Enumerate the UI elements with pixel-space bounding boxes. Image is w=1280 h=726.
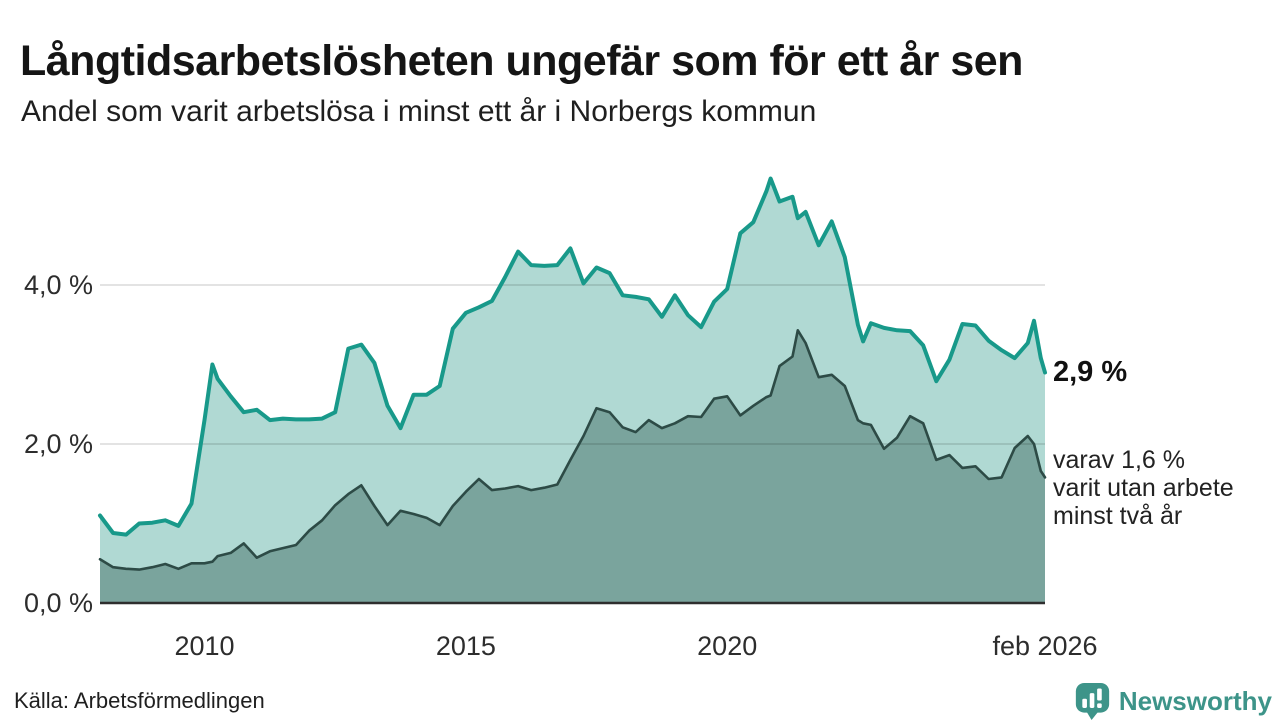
source-note: Källa: Arbetsförmedlingen — [14, 688, 265, 713]
page-title: Långtidsarbetslösheten ungefär som för e… — [20, 36, 1023, 85]
series-line-min-one-year — [98, 176, 1047, 537]
area-fill-min-two-years — [100, 330, 1045, 603]
chart-subtitle: Andel som varit arbetslösa i minst ett å… — [21, 95, 817, 128]
x-tick-2020: 2020 — [697, 631, 758, 661]
newsworthy-wordmark: Newsworthy — [1118, 685, 1272, 716]
y-tick-2: 2,0 % — [23, 429, 93, 459]
y-tick-4: 4,0 % — [23, 270, 93, 300]
end-value-label: 2,9 % — [1053, 356, 1128, 388]
newsworthy-barchart-icon — [1074, 681, 1111, 721]
area-fill-min-one-year — [100, 178, 1045, 603]
x-tick-feb-2026: feb 2026 — [992, 631, 1098, 661]
x-tick-2010: 2010 — [174, 631, 235, 661]
newsworthy-logo: Newsworthy — [1074, 681, 1272, 721]
end-note-line-3: minst två år — [1053, 502, 1183, 530]
y-tick-0: 0,0 % — [23, 588, 93, 618]
series-line-min-two-years — [98, 329, 1047, 571]
end-note-line-2: varit utan arbete — [1053, 474, 1234, 502]
x-tick-2015: 2015 — [435, 631, 496, 661]
end-note-line-1: varav 1,6 % — [1053, 446, 1186, 474]
end-note: varav 1,6 % varit utan arbete minst två … — [1053, 446, 1234, 530]
